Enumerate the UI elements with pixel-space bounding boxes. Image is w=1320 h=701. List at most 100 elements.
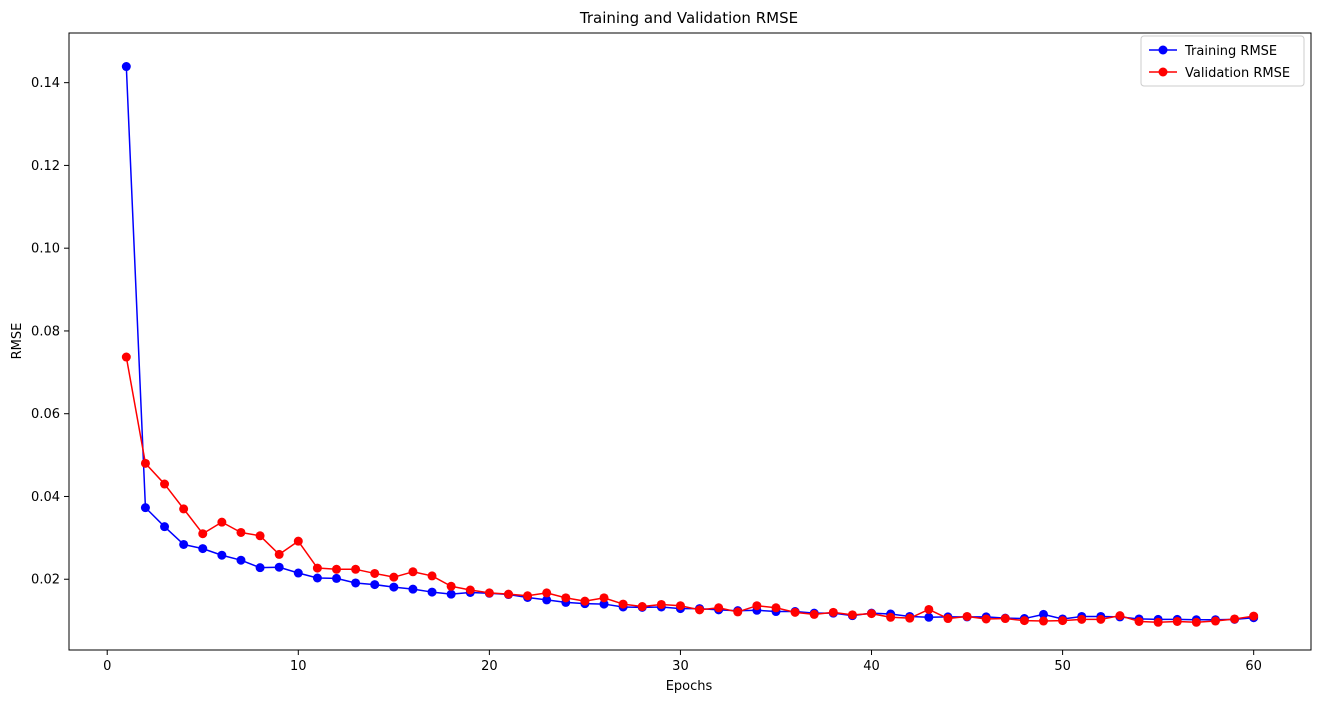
data-point-training [121, 62, 131, 72]
data-point-validation [1230, 614, 1240, 624]
data-point-validation [465, 585, 475, 595]
x-tick-label: 20 [481, 659, 498, 674]
y-axis-title: RMSE [10, 323, 25, 360]
data-point-validation [1134, 616, 1144, 626]
data-point-validation [427, 571, 437, 581]
data-point-validation [1115, 611, 1125, 621]
data-point-training [217, 550, 227, 560]
data-point-validation [981, 614, 991, 624]
plot-frame [68, 32, 1312, 651]
data-point-validation [255, 531, 265, 541]
legend-marker-validation [1158, 67, 1168, 77]
data-point-validation [771, 603, 781, 613]
legend-frame [1140, 35, 1305, 87]
data-point-validation [446, 581, 456, 591]
data-point-validation [752, 601, 762, 611]
data-point-validation [618, 599, 628, 609]
data-point-training [255, 563, 265, 573]
data-point-validation [637, 602, 647, 612]
x-tick-label: 10 [290, 659, 307, 674]
data-point-validation [1153, 617, 1163, 627]
data-point-validation [695, 605, 705, 615]
data-point-validation [274, 549, 284, 559]
data-point-training [1038, 609, 1048, 619]
data-point-validation [389, 572, 399, 582]
data-point-validation [1096, 614, 1106, 624]
data-point-validation [714, 603, 724, 613]
data-point-validation [140, 458, 150, 468]
legend-entry-training: Training RMSE [1149, 44, 1277, 59]
x-tick-label: 50 [1054, 659, 1071, 674]
data-point-training [542, 595, 552, 605]
data-point-training [599, 599, 609, 609]
data-point-training [236, 555, 246, 565]
y-tick-label: 0.04 [31, 490, 60, 505]
y-tick-label: 0.14 [31, 76, 60, 91]
data-point-validation [1077, 614, 1087, 624]
data-point-validation [236, 527, 246, 537]
legend: Training RMSE Validation RMSE [1140, 35, 1305, 87]
series-layer [121, 62, 1259, 627]
data-point-validation [198, 529, 208, 539]
data-point-validation [809, 609, 819, 619]
x-tick-label: 30 [672, 659, 689, 674]
data-point-validation [1000, 614, 1010, 624]
data-point-validation [1019, 616, 1029, 626]
data-point-validation [503, 589, 513, 599]
data-point-validation [733, 607, 743, 617]
legend-entry-validation: Validation RMSE [1149, 66, 1290, 81]
data-point-validation [370, 568, 380, 578]
x-axis-title: Epochs [666, 679, 713, 694]
data-point-validation [561, 593, 571, 603]
data-point-validation [1210, 616, 1220, 626]
data-point-validation [179, 504, 189, 514]
legend-marker-training [1158, 45, 1168, 55]
x-tick-label: 40 [863, 659, 880, 674]
data-point-training [312, 573, 322, 583]
plot-area: 0 10 20 30 40 50 60 0.020.040.060.080.100.120.… [31, 32, 1312, 674]
data-point-training [427, 587, 437, 597]
y-tick-label: 0.06 [31, 407, 60, 422]
y-tick-label: 0.12 [31, 159, 60, 174]
x-axis: 0 10 20 30 40 50 60 [103, 650, 1262, 674]
data-point-validation [1058, 616, 1068, 626]
data-point-validation [886, 612, 896, 622]
data-point-training [198, 544, 208, 554]
data-point-training [332, 573, 342, 583]
y-tick-label: 0.08 [31, 324, 60, 339]
y-tick-label: 0.10 [31, 242, 60, 257]
data-point-validation [924, 604, 934, 614]
data-point-validation [312, 563, 322, 573]
data-point-validation [542, 588, 552, 598]
data-point-training [274, 562, 284, 572]
data-point-validation [580, 596, 590, 606]
data-point-training [408, 584, 418, 594]
x-tick-label: 0 [103, 659, 111, 674]
data-point-validation [121, 352, 131, 362]
data-point-validation [1191, 617, 1201, 627]
y-axis: 0.02 0.04 0.06 0.08 0.10 0.12 0.14 [31, 76, 69, 588]
data-point-training [351, 578, 361, 588]
data-point-validation [905, 613, 915, 623]
data-point-validation [790, 607, 800, 617]
data-point-validation [523, 591, 533, 601]
series-validation [121, 352, 1259, 627]
data-point-validation [293, 536, 303, 546]
data-point-training [160, 522, 170, 532]
data-point-validation [675, 601, 685, 611]
data-point-validation [1038, 616, 1048, 626]
data-point-training [446, 589, 456, 599]
data-point-validation [867, 609, 877, 619]
data-point-validation [828, 607, 838, 617]
data-point-training [924, 612, 934, 622]
data-point-training [370, 580, 380, 590]
data-point-training [389, 582, 399, 592]
data-point-validation [1249, 611, 1259, 621]
data-point-validation [656, 599, 666, 609]
data-point-validation [847, 610, 857, 620]
data-point-validation [332, 564, 342, 574]
data-point-validation [484, 588, 494, 598]
data-point-validation [1172, 616, 1182, 626]
